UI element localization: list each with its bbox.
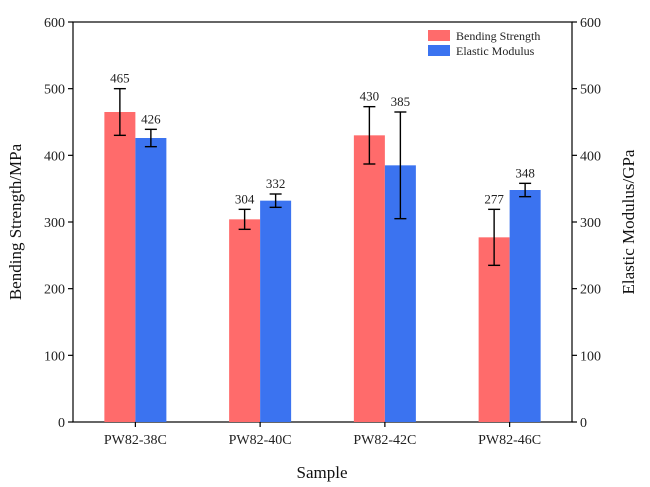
right-y-tick-label: 200 [580, 283, 601, 298]
right-y-tick-label: 500 [580, 83, 601, 98]
data-label-bending-strength: 277 [484, 191, 504, 206]
error-bars-layer [113, 87, 532, 267]
right-y-tick-label: 400 [580, 149, 601, 164]
bar-bending-strength [229, 219, 261, 422]
x-tick-label: PW82-40C [229, 433, 292, 448]
data-label-bending-strength: 304 [235, 191, 255, 206]
bar-elastic-modulus [135, 138, 167, 422]
right-y-tick-label: 600 [580, 16, 601, 31]
bar-bending-strength [478, 237, 510, 422]
left-y-axis: 0 100 200 300 400 500 600 [44, 16, 73, 431]
legend: Bending Strength Elastic Modulus [428, 29, 540, 58]
data-labels-layer: 465 426 304 332 430 385 277 348 [110, 71, 535, 207]
left-y-axis-title: Bending Strength/MPa [6, 143, 25, 300]
data-label-bending-strength: 465 [110, 71, 130, 86]
data-label-elastic-modulus: 426 [141, 111, 161, 126]
left-y-tick-label: 300 [44, 216, 65, 231]
right-y-axis-title: Elastic Modulus/GPa [619, 149, 638, 294]
bar-elastic-modulus [509, 190, 541, 422]
left-y-tick-label: 500 [44, 83, 65, 98]
data-label-elastic-modulus: 332 [266, 176, 286, 191]
legend-label-elastic-modulus: Elastic Modulus [456, 44, 535, 58]
x-tick-label: PW82-42C [353, 433, 416, 448]
bar-bending-strength [104, 112, 136, 422]
data-label-elastic-modulus: 348 [515, 165, 535, 180]
data-label-elastic-modulus: 385 [391, 94, 411, 109]
legend-swatch-elastic-modulus [428, 45, 450, 56]
x-axis: PW82-38C PW82-40C PW82-42C PW82-46C [104, 422, 541, 448]
legend-label-bending-strength: Bending Strength [456, 29, 540, 43]
right-y-axis: 0 100 200 300 400 500 600 [572, 16, 601, 431]
bar-elastic-modulus [260, 200, 292, 422]
left-y-tick-label: 100 [44, 349, 65, 364]
bars-layer [104, 112, 541, 423]
right-y-tick-label: 300 [580, 216, 601, 231]
right-y-tick-label: 0 [580, 416, 587, 431]
left-y-tick-label: 400 [44, 149, 65, 164]
x-tick-label: PW82-46C [478, 433, 541, 448]
legend-swatch-bending-strength [428, 30, 450, 41]
x-tick-label: PW82-38C [104, 433, 167, 448]
right-y-tick-label: 100 [580, 349, 601, 364]
x-axis-title: Sample [297, 463, 348, 482]
left-y-tick-label: 0 [58, 416, 65, 431]
left-y-tick-label: 600 [44, 16, 65, 31]
data-label-bending-strength: 430 [360, 89, 380, 104]
bar-bending-strength [353, 135, 385, 423]
left-y-tick-label: 200 [44, 283, 65, 298]
